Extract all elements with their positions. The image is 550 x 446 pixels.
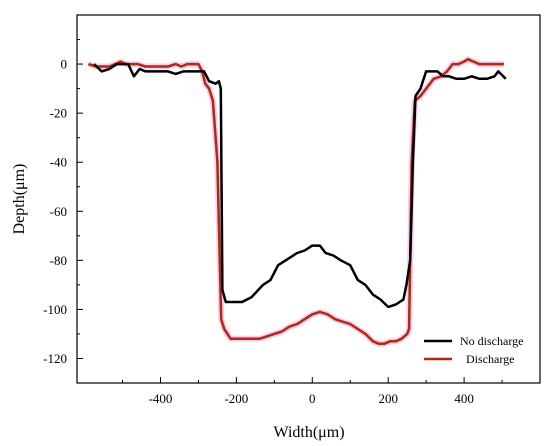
legend: No discharge Discharge	[424, 334, 523, 366]
x-axis: -400 -200 0 200 400	[122, 377, 503, 406]
series-line-no-discharge	[93, 62, 507, 309]
x-tick-label: 0	[309, 391, 316, 406]
series-halo-discharge	[87, 56, 504, 347]
y-tick-label: -80	[50, 253, 67, 268]
x-tick-label: -200	[224, 391, 248, 406]
series-line-discharge	[88, 57, 504, 345]
y-tick-label: -40	[50, 155, 67, 170]
legend-label-no-discharge: No discharge	[460, 334, 523, 348]
series-layer	[87, 56, 507, 347]
y-tick-label: -120	[43, 351, 67, 366]
x-axis-title: Width(μm)	[273, 424, 344, 441]
y-tick-label: -100	[43, 302, 67, 317]
x-tick-label: 200	[378, 391, 398, 406]
y-tick-label: 0	[61, 57, 68, 72]
y-tick-label: -20	[50, 106, 67, 121]
legend-label-discharge: Discharge	[466, 352, 514, 366]
y-axis: 0 -20 -40 -60 -80 -100 -120	[43, 39, 83, 384]
y-axis-title: Depth(μm)	[11, 164, 28, 235]
plot-frame	[76, 14, 541, 384]
y-tick-label: -60	[50, 204, 67, 219]
x-tick-label: 400	[454, 391, 474, 406]
x-tick-label: -400	[149, 391, 173, 406]
